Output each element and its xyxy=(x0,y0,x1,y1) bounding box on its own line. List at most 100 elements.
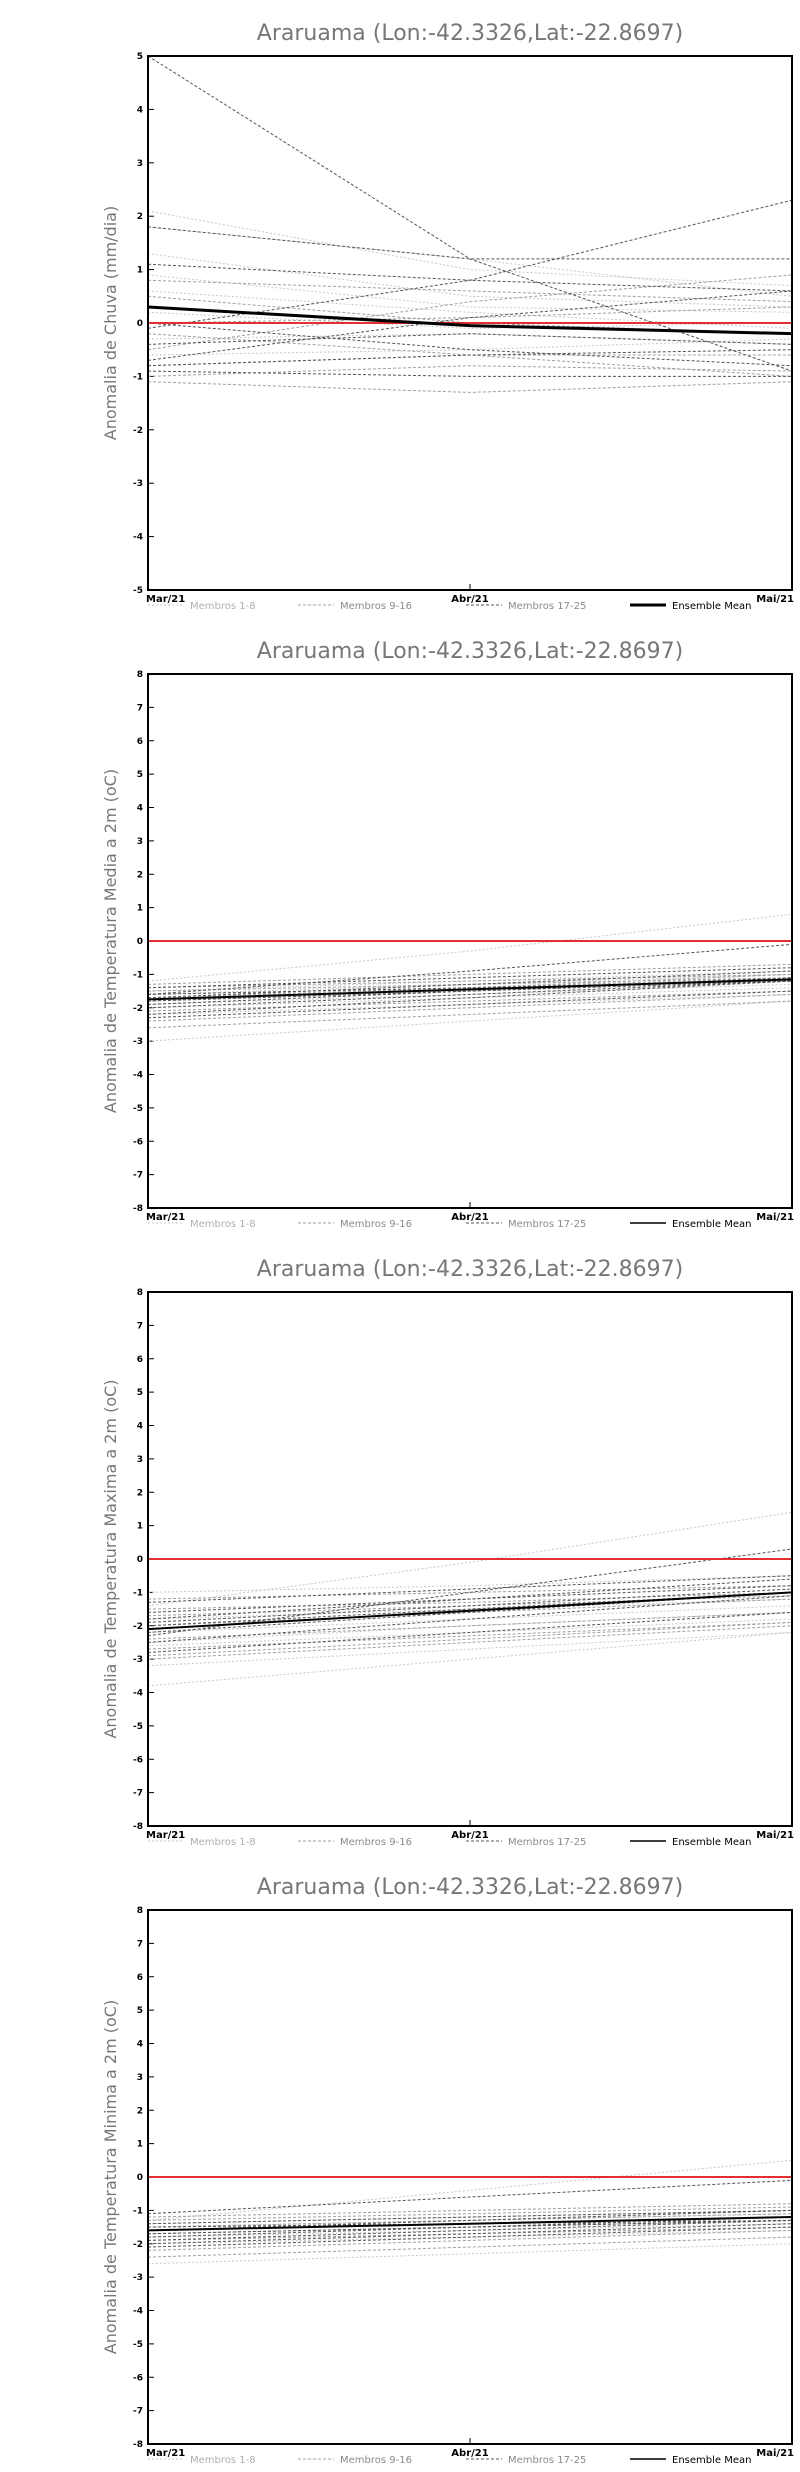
legend-label: Membros 1-8 xyxy=(190,1219,256,1230)
legend-label: Membros 9-16 xyxy=(340,1219,412,1230)
member-line xyxy=(148,980,792,1015)
legend-label: Ensemble Mean xyxy=(672,601,751,612)
y-axis-label: Anomalia de Chuva (mm/dia) xyxy=(101,206,120,440)
y-tick-label: 5 xyxy=(137,52,143,62)
member-line xyxy=(148,1595,792,1643)
legend-label: Membros 17-25 xyxy=(508,601,586,612)
ensemble-mean-line xyxy=(148,1591,792,1631)
y-tick-label: -2 xyxy=(133,1004,143,1014)
member-line xyxy=(148,2209,792,2231)
y-tick-label: 4 xyxy=(137,105,143,115)
member-line xyxy=(148,2206,792,2221)
y-tick-label: -7 xyxy=(133,1171,143,1181)
y-tick-label: 7 xyxy=(137,1321,143,1331)
chart-title: Araruama (Lon:-42.3326,Lat:-22.8697) xyxy=(257,21,683,46)
member-line xyxy=(148,290,792,361)
member-line xyxy=(148,2226,792,2248)
member-line xyxy=(148,349,792,367)
member-line xyxy=(148,983,792,1005)
y-tick-label: 6 xyxy=(137,737,143,747)
y-tick-label: -1 xyxy=(133,372,143,382)
y-tick-label: -3 xyxy=(133,479,143,489)
member-line xyxy=(148,56,792,372)
member-line xyxy=(148,1000,792,1029)
y-tick-label: -3 xyxy=(133,1655,143,1665)
member-line xyxy=(148,210,792,287)
legend-label: Membros 9-16 xyxy=(340,601,412,612)
member-line xyxy=(148,333,792,345)
x-tick-label: Abr/21 xyxy=(451,2448,488,2459)
member-line xyxy=(148,990,792,1019)
chart-title: Araruama (Lon:-42.3326,Lat:-22.8697) xyxy=(257,1257,683,1282)
y-tick-label: -5 xyxy=(133,1722,143,1732)
chart-title: Araruama (Lon:-42.3326,Lat:-22.8697) xyxy=(257,639,683,664)
y-tick-label: -1 xyxy=(133,970,143,980)
chart-svg: Araruama (Lon:-42.3326,Lat:-22.8697) Anom… xyxy=(101,21,794,612)
member-line xyxy=(148,2229,792,2245)
series-group xyxy=(148,1511,792,1687)
y-tick-label: -4 xyxy=(133,1071,143,1081)
legend-label: Membros 17-25 xyxy=(508,2455,586,2466)
y-tick-label: 2 xyxy=(137,2106,143,2116)
member-line xyxy=(148,970,792,992)
y-tick-label: -1 xyxy=(133,1588,143,1598)
y-tick-label: 5 xyxy=(137,770,143,780)
y-tick-label: 5 xyxy=(137,2006,143,2016)
member-line xyxy=(148,1598,792,1620)
y-tick-label: 3 xyxy=(137,837,143,847)
y-tick-label: -2 xyxy=(133,426,143,436)
x-tick-label: Mai/21 xyxy=(756,1830,794,1841)
y-tick-label: -3 xyxy=(133,1037,143,1047)
y-tick-label: 8 xyxy=(137,1906,143,1916)
y-tick-label: -8 xyxy=(133,1822,143,1832)
y-tick-label: 1 xyxy=(137,904,143,914)
member-line xyxy=(148,1588,792,1623)
member-line xyxy=(148,2203,792,2218)
member-line xyxy=(148,2159,792,2221)
y-tick-label: 4 xyxy=(137,2040,143,2050)
member-line xyxy=(148,381,792,393)
member-line xyxy=(148,370,792,377)
member-line xyxy=(148,253,792,308)
y-tick-label: -2 xyxy=(133,2240,143,2250)
y-tick-label: 6 xyxy=(137,1973,143,1983)
chart-title: Araruama (Lon:-42.3326,Lat:-22.8697) xyxy=(257,1875,683,1900)
chart-svg: Araruama (Lon:-42.3326,Lat:-22.8697) Anom… xyxy=(101,1257,794,1848)
member-line xyxy=(148,226,792,297)
y-tick-label: 6 xyxy=(137,1355,143,1365)
chart-panel: Araruama (Lon:-42.3326,Lat:-22.8697) Anom… xyxy=(0,1236,800,1854)
y-tick-label: -6 xyxy=(133,1755,143,1765)
member-line xyxy=(148,980,792,1002)
member-line xyxy=(148,1611,792,1653)
y-tick-label: -8 xyxy=(133,1204,143,1214)
y-tick-label: 8 xyxy=(137,1288,143,1298)
y-tick-label: -3 xyxy=(133,2273,143,2283)
member-line xyxy=(148,993,792,1015)
y-tick-label: 0 xyxy=(137,937,143,947)
y-tick-label: 3 xyxy=(137,2073,143,2083)
member-line xyxy=(148,987,792,1009)
y-tick-label: 1 xyxy=(137,2140,143,2150)
chart-panel: Araruama (Lon:-42.3326,Lat:-22.8697) Anom… xyxy=(0,0,800,618)
member-line xyxy=(148,990,792,1012)
y-tick-label: 3 xyxy=(137,1455,143,1465)
series-group xyxy=(148,913,792,1042)
legend-label: Membros 1-8 xyxy=(190,601,256,612)
y-tick-label: -4 xyxy=(133,2307,143,2317)
y-tick-label: -6 xyxy=(133,2373,143,2383)
plot-frame xyxy=(147,673,793,1209)
member-line xyxy=(148,2223,792,2245)
y-tick-label: -5 xyxy=(133,586,143,596)
y-tick-label: 7 xyxy=(137,703,143,713)
y-tick-label: -5 xyxy=(133,1104,143,1114)
series-group xyxy=(148,56,792,393)
legend-label: Ensemble Mean xyxy=(672,1219,751,1230)
member-line xyxy=(148,1625,792,1660)
y-tick-label: -4 xyxy=(133,1689,143,1699)
member-line xyxy=(148,1621,792,1650)
ensemble-mean-line xyxy=(148,2216,792,2232)
x-tick-label: Mai/21 xyxy=(756,594,794,605)
member-line xyxy=(148,226,792,260)
plot-frame xyxy=(147,55,793,591)
x-tick-label: Abr/21 xyxy=(451,594,488,605)
